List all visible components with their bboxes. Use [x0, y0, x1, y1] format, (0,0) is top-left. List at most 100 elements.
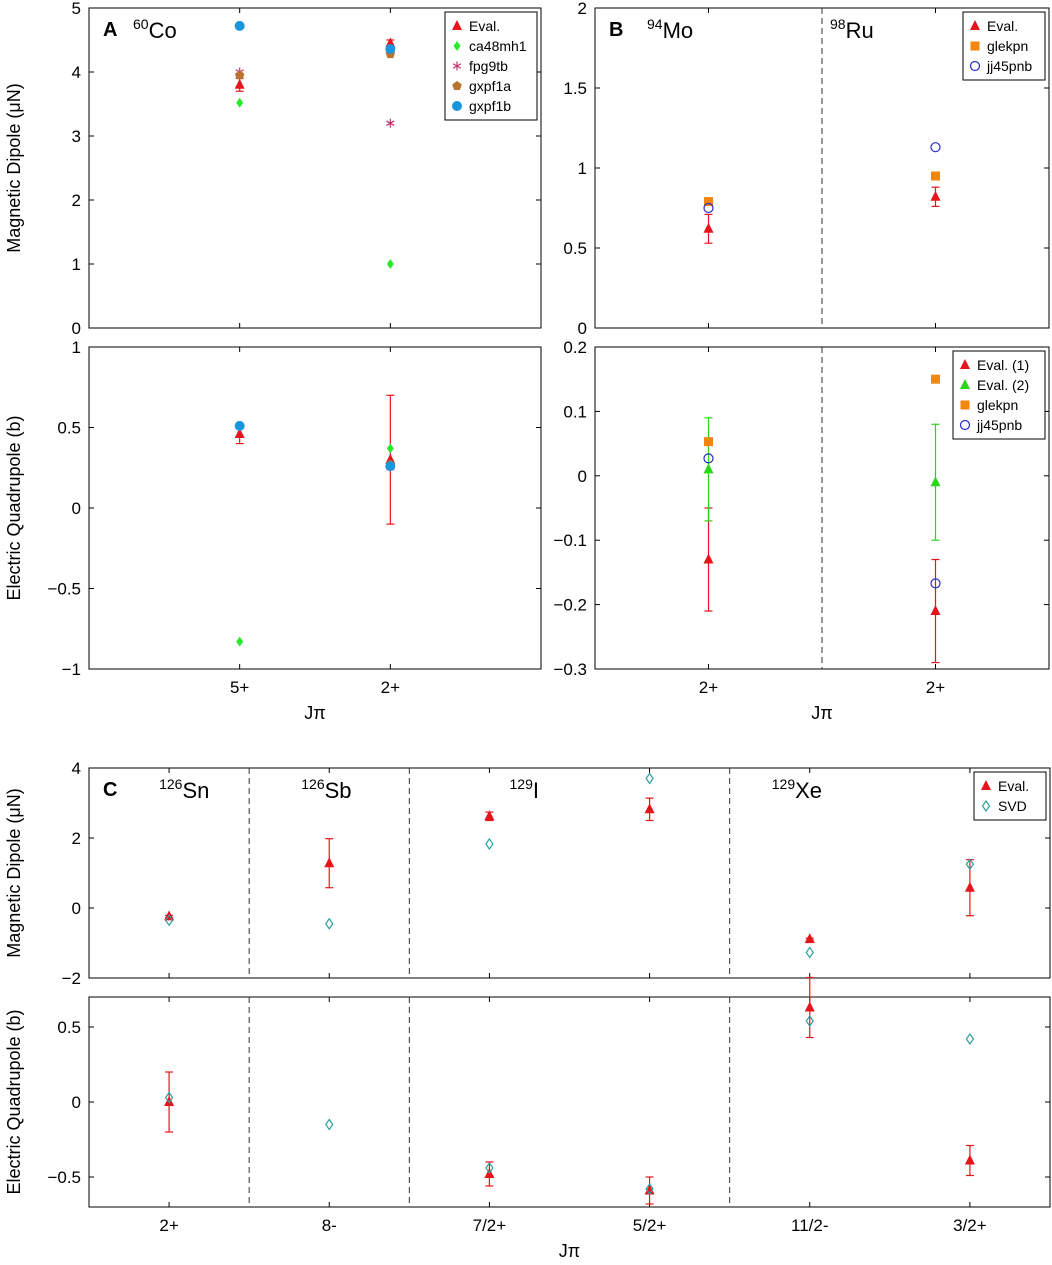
series-eval	[234, 37, 396, 92]
data-point	[804, 933, 815, 944]
y-tick-label: −1	[62, 660, 81, 679]
panel-a-bottom: −1 −0.5 0 0.5 1 5+ 2+ Electric Quadrupole (b) Jπ	[4, 338, 542, 723]
legend-marker	[970, 20, 980, 30]
series-eval	[234, 394, 396, 525]
data-point	[325, 1118, 334, 1131]
y-tick-label: 0	[72, 499, 81, 518]
data-point	[645, 772, 654, 785]
x-tick-label: 5+	[230, 678, 249, 697]
y-tick-label: −0.3	[553, 660, 587, 679]
series-fpg9tb	[235, 67, 395, 128]
series-ca48mh1	[236, 443, 394, 647]
y-axis-label: Magnetic Dipole (μN)	[4, 788, 24, 957]
data-point	[385, 461, 396, 472]
y-tick-label: −0.5	[47, 580, 81, 599]
plot-frame	[88, 996, 1051, 1208]
data-point	[703, 553, 714, 564]
data-point	[644, 1184, 655, 1195]
x-axis-label: Jπ	[559, 1241, 580, 1261]
y-tick-label: 5	[72, 0, 81, 18]
legend: Eval. SVD	[973, 771, 1047, 821]
plot-frame	[88, 346, 542, 670]
legend-entry: Eval. (1)	[977, 357, 1029, 373]
panel-b-top: 0 0.5 1 1.5 2 B 94Mo 98Ru Eval. glekpn jj45pnb	[563, 0, 1050, 338]
x-tick-label: 2+	[699, 678, 718, 697]
legend-entry: SVD	[998, 798, 1027, 814]
data-point	[703, 202, 714, 214]
legend-marker	[452, 20, 462, 30]
nucleus-label: 98Ru	[830, 16, 874, 43]
panel-c-top: −2 0 2 4 Magnetic Dipole (μN) C 126Sn 126Sb 129I…	[4, 759, 1051, 988]
data-point	[930, 578, 941, 589]
legend-marker	[452, 81, 462, 90]
x-tick-label: 7/2+	[473, 1216, 507, 1235]
panel-c-bottom: −0.5 0 0.5 2+ 8- 7/2+ 5/2+ 11/2- 3/2+ Electric Qu…	[4, 976, 1051, 1261]
data-point	[704, 437, 713, 447]
legend: Eval. glekpn jj45pnb	[962, 11, 1046, 81]
data-point	[385, 453, 396, 464]
legend-marker	[970, 41, 980, 51]
y-tick-label: 1	[578, 159, 587, 178]
panel-label: C	[103, 779, 117, 801]
y-axis-label: Electric Quadrupole (b)	[4, 1009, 24, 1194]
data-point	[645, 1182, 654, 1196]
nucleus-label: 126Sn	[159, 776, 209, 803]
series-svd	[164, 1014, 975, 1196]
data-point	[236, 97, 244, 108]
data-point	[964, 1154, 975, 1165]
y-tick-label: −0.2	[553, 596, 587, 615]
series-eval	[164, 797, 975, 944]
data-point	[164, 1091, 174, 1104]
data-point	[484, 810, 495, 821]
series-glekpn	[704, 374, 940, 447]
data-point	[930, 142, 941, 153]
y-tick-label: 0.5	[563, 239, 587, 258]
data-point	[805, 946, 814, 959]
data-point	[386, 118, 395, 128]
data-point	[485, 837, 494, 850]
series-gxpf1b	[234, 420, 396, 472]
y-tick-label: 2	[72, 829, 81, 848]
x-axis-label: Jπ	[811, 703, 832, 723]
y-tick-label: 0.1	[563, 402, 587, 421]
plot-frame	[88, 7, 542, 329]
nucleus-label: 60Co	[133, 16, 177, 43]
nucleus-label: 126Sb	[301, 776, 351, 803]
data-point	[804, 1001, 815, 1012]
legend-marker	[453, 41, 461, 51]
series-gxpf1a	[234, 49, 396, 80]
y-tick-label: 2	[578, 0, 587, 18]
data-point	[164, 914, 174, 927]
x-tick-label: 8-	[322, 1216, 337, 1235]
data-point	[385, 43, 396, 54]
legend-entry: gxpf1b	[469, 98, 511, 114]
data-point	[644, 803, 655, 814]
data-point	[234, 70, 245, 80]
x-tick-label: 11/2-	[791, 1216, 829, 1235]
y-tick-label: −2	[62, 969, 81, 988]
data-point	[485, 1161, 494, 1175]
data-point	[324, 857, 335, 868]
y-tick-label: −0.1	[553, 531, 587, 550]
legend-entry: gxpf1a	[469, 78, 511, 94]
y-tick-label: 0	[72, 899, 81, 918]
x-tick-label: 3/2+	[953, 1216, 987, 1235]
panel-label: B	[609, 19, 623, 41]
y-tick-label: 1	[72, 338, 81, 357]
legend-marker	[969, 60, 981, 72]
legend-entry: jj45pnb	[976, 417, 1022, 433]
legend-marker	[452, 61, 462, 71]
series-jj45pnb	[703, 142, 941, 214]
panel-label: A	[103, 19, 117, 41]
y-tick-label: 0	[578, 467, 587, 486]
data-point	[703, 463, 714, 474]
data-point	[930, 605, 941, 616]
y-tick-label: 2	[72, 191, 81, 210]
series-gxpf1b	[234, 20, 396, 54]
data-point	[703, 222, 714, 233]
data-point	[164, 1096, 175, 1106]
x-tick-label: 2+	[381, 678, 400, 697]
legend-marker	[960, 359, 970, 369]
data-point	[931, 171, 940, 181]
y-tick-label: 0.5	[57, 1018, 81, 1037]
